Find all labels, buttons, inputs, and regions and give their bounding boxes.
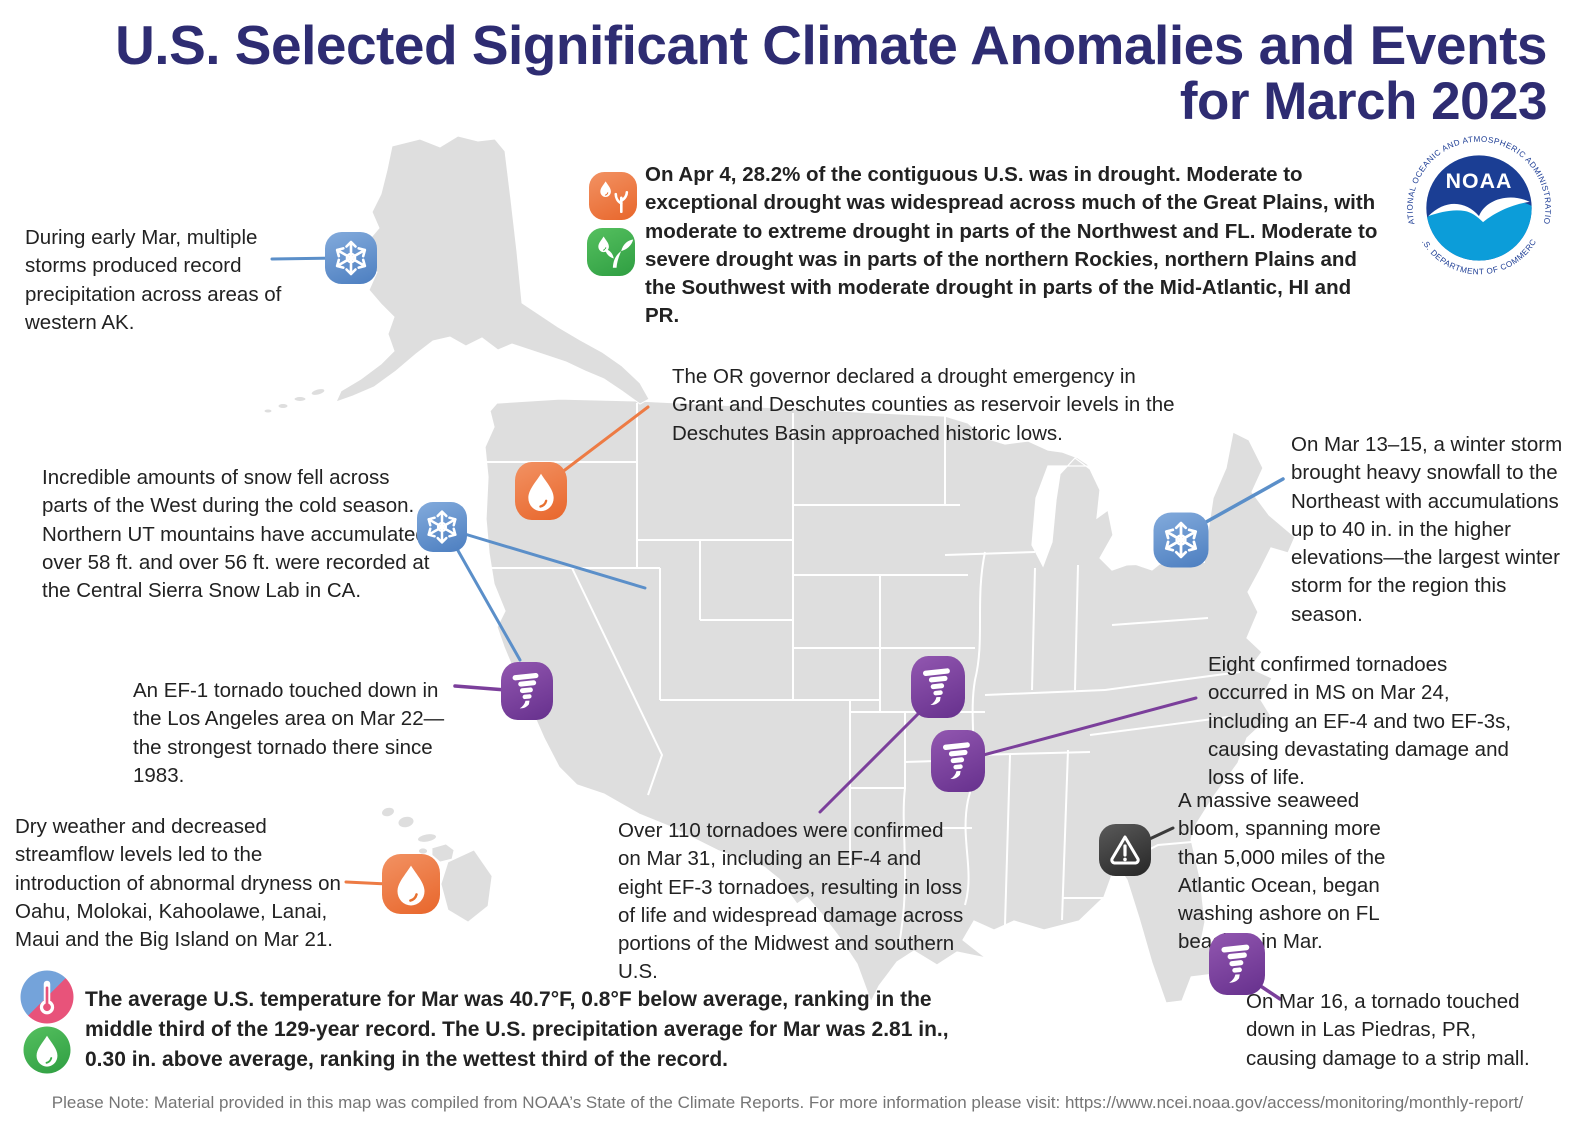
- water-drop-icon: [23, 1026, 71, 1074]
- annotation-west-snow: Incredible amounts of snow fell across p…: [42, 466, 430, 603]
- connector-hawaii: [344, 880, 390, 886]
- dead-tree-icon: [614, 191, 629, 213]
- tornado-icon: [931, 730, 985, 792]
- annotation-ms-tornadoes: Eight confirmed tornadoes occurred in MS…: [1208, 653, 1512, 790]
- snowflake-icon: [417, 502, 467, 552]
- warning-icon: [1099, 824, 1151, 876]
- seagull-icon: [1426, 197, 1532, 261]
- connector-oregon: [547, 405, 650, 484]
- annotation-northeast-storm: On Mar 13–15, a winter storm brought hea…: [1291, 433, 1563, 626]
- contiguous-us-shape: [484, 398, 1296, 1004]
- tornado-icon: [1209, 933, 1265, 995]
- connector-outbreak: [818, 698, 934, 814]
- title-line-2: for March 2023: [1179, 72, 1548, 132]
- sprout-icon: [605, 239, 634, 268]
- annotation-oregon-drought: The OR governor declared a drought emerg…: [672, 365, 1175, 445]
- connector-la-tornado: [453, 684, 508, 692]
- annotation-national-drought: On Apr 4, 28.2% of the contiguous U.S. w…: [645, 163, 1378, 328]
- water-drop-icon: [515, 462, 567, 520]
- noaa-logo: NATIONAL OCEANIC AND ATMOSPHERIC ADMINIS…: [1402, 131, 1556, 285]
- thermometer-icon: [20, 970, 74, 1024]
- summary-text: The average U.S. temperature for Mar was…: [85, 988, 949, 1071]
- annotation-alaska-storms: During early Mar, multiple storms produc…: [25, 226, 282, 334]
- snowflake-icon: [1153, 512, 1209, 568]
- tornado-icon: [501, 662, 553, 720]
- snowflake-icon: [325, 232, 377, 284]
- state-borders: [486, 403, 1241, 951]
- connector-ms-tornado: [974, 696, 1198, 759]
- annotation-tornado-outbreak: Over 110 tornadoes were confirmed on Mar…: [618, 819, 964, 984]
- title-line-1: U.S. Selected Significant Climate Anomal…: [115, 14, 1547, 76]
- connector-west-snow-ca: [450, 538, 522, 662]
- drought-icon: [589, 172, 637, 220]
- water-drop-icon: [382, 854, 440, 914]
- annotation-fl-seaweed: A massive seaweed bloom, spanning more t…: [1178, 789, 1386, 954]
- footer-note: Please Note: Material provided in this m…: [51, 1093, 1524, 1112]
- annotation-pr-tornado: On Mar 16, a tornado touched down in Las…: [1246, 990, 1530, 1070]
- alaska-shape: [263, 135, 650, 414]
- page-title: U.S. Selected Significant Climate Anomal…: [30, 16, 1547, 130]
- hawaii-shape: [381, 806, 493, 923]
- tornado-icon: [911, 656, 965, 718]
- annotation-la-tornado: An EF-1 tornado touched down in the Los …: [133, 679, 445, 787]
- connector-west-snow-ut: [456, 530, 647, 590]
- wet-vegetation-icon: [587, 228, 635, 276]
- annotation-hawaii-dryness: Dry weather and decreased streamflow lev…: [15, 815, 341, 952]
- logo-acronym: NOAA: [1446, 169, 1513, 193]
